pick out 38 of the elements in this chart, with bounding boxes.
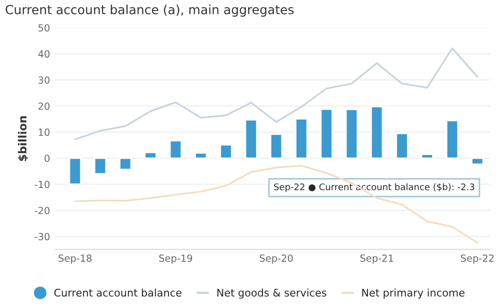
y-tick-label: 30: [38, 76, 50, 84]
y-tick-label: 50: [38, 24, 50, 32]
chart-title: Current account balance (a), main aggregates: [6, 4, 294, 17]
bar: [420, 154, 434, 159]
bar: [194, 152, 208, 159]
y-tick-label: -20: [34, 206, 50, 214]
x-tick-label: Sep-19: [159, 254, 192, 264]
y-tick-label: 40: [38, 50, 50, 58]
bar: [119, 157, 132, 170]
bar: [94, 157, 107, 175]
bar: [320, 108, 333, 159]
y-tick-label: 0: [44, 154, 50, 162]
bar: [471, 157, 484, 165]
line-series: [74, 47, 478, 140]
bar: [144, 152, 157, 159]
bar: [68, 157, 82, 185]
x-tick-label: Sep-21: [360, 254, 394, 264]
legend-label: Current account balance: [54, 288, 182, 297]
bar: [295, 118, 308, 159]
bar: [220, 144, 232, 159]
bar: [345, 108, 358, 159]
bar: [370, 106, 384, 159]
x-tick-label: Sep-22: [460, 254, 494, 264]
x-tick-label: Sep-20: [260, 254, 293, 264]
bar: [244, 119, 258, 159]
y-tick-label: -30: [34, 232, 50, 240]
x-tick-label: Sep-18: [58, 254, 92, 264]
legend-label: Net primary income: [362, 288, 464, 299]
y-tick-label: -10: [34, 180, 50, 188]
y-tick-label: 20: [38, 102, 50, 110]
legend-label: Net goods & services: [217, 288, 326, 299]
y-axis-title: $billion: [18, 116, 28, 161]
bar: [396, 132, 408, 159]
line-series: [74, 164, 478, 244]
bar: [169, 140, 182, 159]
y-tick-label: 10: [38, 128, 50, 136]
bar: [270, 133, 283, 159]
bar: [446, 120, 459, 159]
